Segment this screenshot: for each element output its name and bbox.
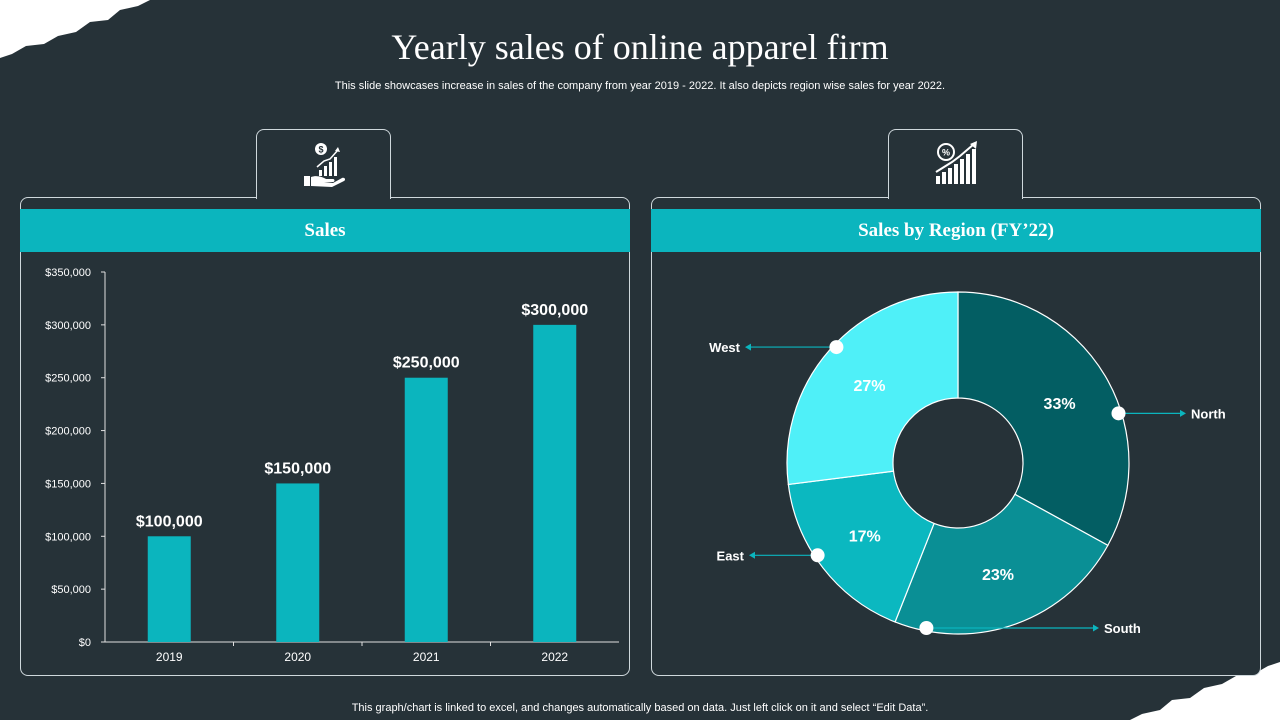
money-hand-growth-icon: $ bbox=[304, 143, 346, 187]
region-panel-header: Sales by Region (FY’22) bbox=[651, 209, 1261, 252]
sales-panel-header: Sales bbox=[20, 209, 630, 252]
torn-paper-corner-bottom-right bbox=[1130, 662, 1280, 720]
region-icon-tab: % bbox=[888, 129, 1023, 199]
region-panel: Sales by Region (FY’22) bbox=[651, 197, 1261, 676]
page-title: Yearly sales of online apparel firm bbox=[391, 27, 889, 67]
svg-text:$: $ bbox=[318, 145, 323, 155]
percent-growth-chart-icon: % bbox=[935, 141, 977, 184]
footer-note: This graph/chart is linked to excel, and… bbox=[351, 702, 929, 714]
sales-panel: Sales bbox=[20, 197, 630, 676]
page-subtitle: This slide showcases increase in sales o… bbox=[334, 80, 946, 92]
sales-icon-tab: $ bbox=[256, 129, 391, 199]
torn-paper-corner-top-left bbox=[0, 0, 150, 58]
svg-text:%: % bbox=[942, 148, 950, 158]
